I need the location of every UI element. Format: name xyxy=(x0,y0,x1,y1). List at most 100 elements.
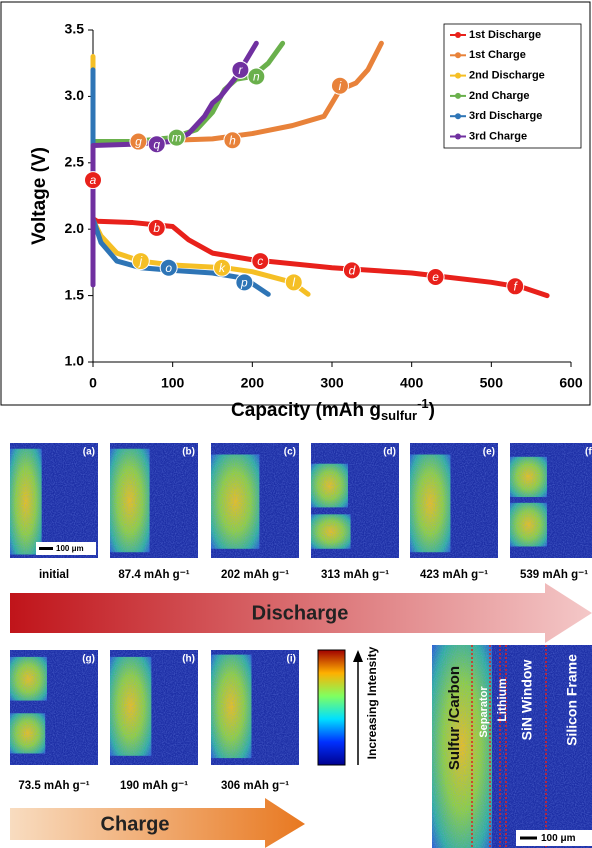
y-tick-label: 2.5 xyxy=(65,154,85,170)
panel-caption: 190 mAh g⁻¹ xyxy=(120,780,188,792)
point-label: e xyxy=(432,270,439,284)
colorbar xyxy=(317,649,346,766)
point-marker xyxy=(330,76,349,95)
point-marker xyxy=(247,67,266,86)
point-marker xyxy=(284,273,303,292)
heat-noise xyxy=(410,443,498,558)
charge-label: Charge xyxy=(101,813,170,835)
point-label: d xyxy=(349,264,356,278)
point-label: c xyxy=(257,254,263,268)
point-label: r xyxy=(238,63,243,77)
point-label: o xyxy=(165,261,172,275)
heat-noise xyxy=(211,443,299,558)
point-marker xyxy=(167,128,186,147)
legend-label: 3rd Discharge xyxy=(469,110,542,122)
y-tick-label: 1.0 xyxy=(65,353,85,369)
point-marker xyxy=(131,252,150,271)
y-axis-label: Voltage (V) xyxy=(29,147,50,245)
heat-map xyxy=(510,443,592,558)
heat-noise xyxy=(311,443,399,558)
discharge-arrow xyxy=(10,583,592,643)
panel-caption: 539 mAh g⁻¹ xyxy=(520,569,588,581)
x-tick-label: 100 xyxy=(161,375,185,391)
x-tick-label: 0 xyxy=(89,375,97,391)
legend-dot xyxy=(455,32,461,38)
schematic-label: Lithium xyxy=(495,678,509,721)
point-label: g xyxy=(135,135,142,149)
point-label: l xyxy=(292,275,295,289)
image-panels: (a) initial (b) 87.4 mAh g⁻¹ (c) 202 mAh g⁻¹ (… xyxy=(10,443,592,848)
charge-arrow xyxy=(10,798,305,848)
point-label: k xyxy=(219,261,226,275)
panel-label: (f) xyxy=(585,447,592,458)
point-label: b xyxy=(153,221,160,235)
legend-label: 1st Discharge xyxy=(469,29,541,41)
panel-caption: initial xyxy=(39,569,69,581)
legend-dot xyxy=(455,52,461,59)
x-tick-label: 200 xyxy=(241,375,265,391)
point-label: h xyxy=(229,133,236,147)
scale-bar-label: 100 μm xyxy=(56,544,84,553)
panel-label: (d) xyxy=(383,447,396,458)
point-marker xyxy=(426,268,445,287)
panel-caption: 313 mAh g⁻¹ xyxy=(321,569,389,581)
point-marker xyxy=(147,135,166,154)
heat-map xyxy=(10,443,98,558)
legend-dot xyxy=(455,133,461,140)
heat-map xyxy=(10,650,98,765)
panel-caption: 73.5 mAh g⁻¹ xyxy=(18,780,89,792)
panel-caption: 202 mAh g⁻¹ xyxy=(221,569,289,581)
y-tick-label: 1.5 xyxy=(65,286,85,302)
legend-dot xyxy=(455,113,461,120)
heat-map xyxy=(211,443,299,558)
x-axis-label-part: -1 xyxy=(417,396,429,411)
point-marker xyxy=(231,60,250,79)
x-tick-label: 500 xyxy=(480,375,504,391)
heat-noise xyxy=(10,650,98,765)
x-axis-label-part: ) xyxy=(429,400,435,421)
panel-caption: 423 mAh g⁻¹ xyxy=(420,569,488,581)
legend-dot xyxy=(455,72,461,79)
schematic-noise xyxy=(432,645,592,848)
legend-dot xyxy=(455,92,461,99)
panel-label: (a) xyxy=(83,447,95,458)
chart-frame xyxy=(0,1,591,406)
panel-caption: 87.4 mAh g⁻¹ xyxy=(118,569,189,581)
panel-label: (i) xyxy=(287,654,296,665)
y-tick-label: 2.0 xyxy=(65,220,85,236)
series-line xyxy=(90,177,550,299)
schematic-label: SiN Window xyxy=(519,660,535,741)
legend-label: 1st Charge xyxy=(469,49,526,61)
scale-bar-bg xyxy=(36,542,96,555)
point-marker xyxy=(251,252,270,271)
schematic-label: Sulfur /Carbon xyxy=(446,666,463,770)
series-line xyxy=(90,54,311,297)
y-tick-label: 3.5 xyxy=(65,21,85,37)
panel-caption: 306 mAh g⁻¹ xyxy=(221,780,289,792)
legend-label: 2nd Discharge xyxy=(469,70,545,82)
point-label: n xyxy=(253,70,260,84)
heat-noise xyxy=(110,443,198,558)
point-marker xyxy=(84,171,102,190)
series-line xyxy=(90,40,259,288)
x-tick-label: 600 xyxy=(559,375,583,391)
point-marker xyxy=(129,132,148,151)
point-marker xyxy=(159,258,178,277)
point-label: j xyxy=(137,254,142,268)
panel-label: (c) xyxy=(284,447,296,458)
point-label: f xyxy=(514,279,519,293)
point-marker xyxy=(147,218,166,237)
schematic-label: Silicon Frame xyxy=(564,654,580,746)
x-axis-label: Capacity (mAh gsulfur-1) xyxy=(231,396,435,423)
heat-noise xyxy=(10,443,98,558)
heat-noise xyxy=(510,443,592,558)
point-label: a xyxy=(90,173,97,187)
heat-map xyxy=(311,443,399,558)
x-axis-label-part: sulfur xyxy=(381,408,417,423)
point-marker xyxy=(235,273,254,292)
point-marker xyxy=(342,261,361,280)
intensity-arrowhead xyxy=(353,650,363,662)
panel-label: (e) xyxy=(483,447,495,458)
heat-map xyxy=(410,443,498,558)
